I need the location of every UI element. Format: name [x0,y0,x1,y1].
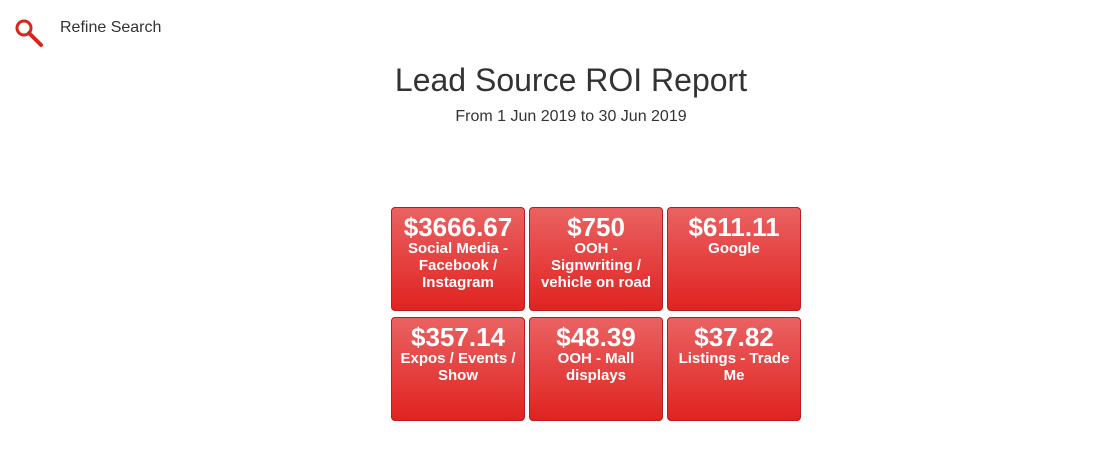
tile-value: $37.82 [694,322,774,352]
report-title: Lead Source ROI Report [394,62,748,98]
tile-value: $3666.67 [403,212,513,242]
tile-grid: $3666.67 Social Media - Facebook / Instag… [391,207,805,421]
roi-tile[interactable]: $48.39 OOH - Mall displays [529,317,663,421]
tile-value: $750 [567,212,625,242]
tile-label: Google [708,240,760,257]
tile-value: $48.39 [556,322,636,352]
search-icon [15,19,43,47]
roi-tile[interactable]: $611.11 Google [667,207,801,311]
report-subtitle: From 1 Jun 2019 to 30 Jun 2019 [455,108,687,125]
refine-label: Refine Search [60,19,162,36]
tile-value: $357.14 [411,322,505,352]
roi-tile[interactable]: $357.14 Expos / Events / Show [391,317,525,421]
roi-tile[interactable]: $3666.67 Social Media - Facebook / Instag… [391,207,525,311]
tile-label: Expos / Events / Show [400,350,516,384]
refine-search[interactable]: Refine Search [14,18,161,48]
tile-label: Social Media - Facebook / Instagram [407,240,509,291]
roi-tile[interactable]: $750 OOH - Signwriting / vehicle on road [529,207,663,311]
roi-tile[interactable]: $37.82 Listings - Trade Me [667,317,801,421]
tile-label: Listings - Trade Me [678,350,790,384]
tile-value: $611.11 [688,212,780,242]
tile-label: OOH - Signwriting / vehicle on road [540,240,652,291]
tile-label: OOH - Mall displays [557,350,635,384]
